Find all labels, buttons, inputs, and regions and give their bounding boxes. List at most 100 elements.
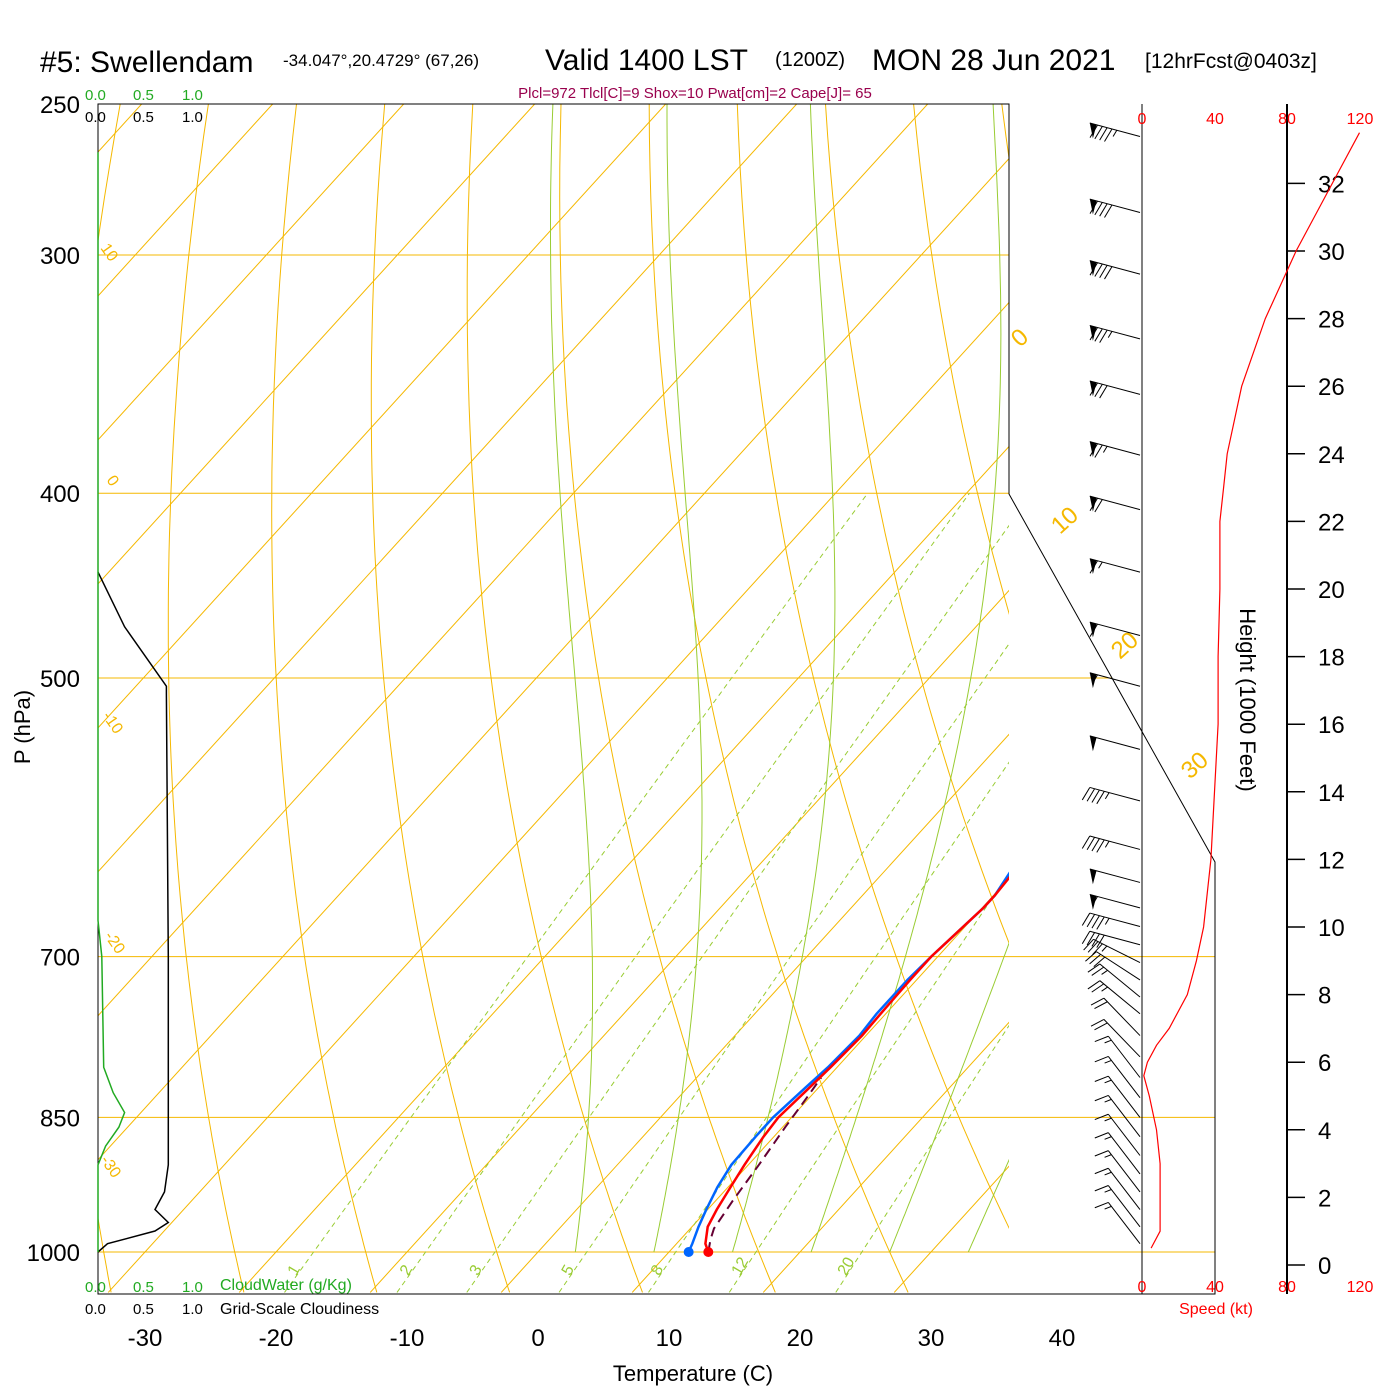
wind-barb (1090, 997, 1141, 1036)
wind-barb (1089, 441, 1141, 458)
temperature-tick-0: 0 (531, 1325, 544, 1352)
mixing-ratio-label-20: 20 (835, 1254, 859, 1278)
pressure-tick-850: 850 (40, 1105, 80, 1132)
wind-barb (1090, 1018, 1141, 1058)
isotherm--70 (98, 104, 667, 729)
wind-barb (1094, 1055, 1141, 1099)
dry-adiabat-280 (466, 104, 643, 1293)
cloud-panel: 0.0 0.5 1.0 0.0 0.5 1.0 0.0 0.5 1.0 Clou… (85, 87, 379, 1318)
pressure-tick-300: 300 (40, 243, 80, 270)
dry-adiabat-250 (167, 104, 245, 1293)
speed-top-tick-0: 0 (1138, 111, 1147, 128)
pressure-tick-1000: 1000 (27, 1240, 80, 1267)
temperature-tick-20: 20 (787, 1325, 814, 1352)
temperature-tick--20: -20 (259, 1325, 294, 1352)
isotherm-20 (762, 1021, 1009, 1293)
isotherm--20 (238, 445, 1009, 1293)
valid-time: Valid 1400 LST (545, 44, 748, 77)
wind-barb (1089, 868, 1141, 885)
valid-date: MON 28 Jun 2021 (872, 44, 1115, 77)
isotherm--90 (98, 104, 405, 441)
cloudwater-profile-line (97, 152, 126, 1252)
wind-barb (1094, 1150, 1141, 1193)
x-axis-title: Temperature (C) (613, 1361, 773, 1386)
temperature-tick-40: 40 (1049, 1325, 1076, 1352)
pressure-tick-250: 250 (40, 92, 80, 119)
wind-barb (1087, 963, 1141, 998)
height-tick-label-4: 4 (1318, 1118, 1331, 1145)
forecast-info: [12hrFcst@0403z] (1145, 50, 1317, 73)
cloud-bottom-black-2: 1.0 (182, 1301, 203, 1318)
mixing-ratio-label-5: 5 (559, 1262, 578, 1278)
wind-barb (1089, 122, 1141, 142)
isotherm--50 (98, 104, 929, 1017)
isotherm-50 (1156, 104, 1400, 1292)
height-tick-label-20: 20 (1318, 577, 1345, 604)
moist-adiabat-288 (732, 104, 836, 1253)
moist-adiabat-324 (1204, 104, 1400, 1252)
y-axis-title: P (hPa) (10, 690, 35, 764)
height-tick-label-0: 0 (1318, 1253, 1331, 1280)
isotherm-10 (631, 877, 1009, 1293)
dry-adiabat-330 (913, 104, 1009, 616)
mixing-ratio-lines (284, 492, 1009, 1293)
dry-adiabat-label-2: -10 (99, 709, 126, 738)
dry-adiabat-360 (1178, 104, 1400, 1292)
dry-adiabat-340 (1001, 104, 1009, 162)
station-coords: -34.047°,20.4729° (67,26) (283, 51, 479, 70)
wind-barb (1083, 938, 1141, 963)
height-tick-label-22: 22 (1318, 509, 1345, 536)
speed-bottom-tick-40: 40 (1206, 1279, 1224, 1296)
wind-barb (1081, 786, 1141, 805)
temperature-profile-line (704, 875, 1009, 1253)
parcel-profile-line (707, 1076, 823, 1253)
moist-adiabat-330 (1283, 104, 1400, 1252)
moist-adiabat-276 (550, 104, 593, 1253)
surface-temperature-point (703, 1247, 714, 1257)
dry-adiabat-260 (271, 104, 378, 1293)
cloud-top-green-0: 0.0 (85, 87, 106, 104)
wind-barb (1089, 558, 1141, 574)
height-tick-label-14: 14 (1318, 780, 1345, 807)
isotherm-30 (893, 1165, 1009, 1293)
temperature-tick-30: 30 (918, 1325, 945, 1352)
wind-barb (1094, 1185, 1141, 1228)
mixing-ratio-label-2: 2 (397, 1262, 416, 1278)
height-tick-label-10: 10 (1318, 915, 1345, 942)
thermo-background (98, 104, 1400, 1293)
dry-adiabat-label-3: -20 (101, 929, 128, 958)
cloud-bottom-green-0: 0.0 (85, 1279, 106, 1296)
moist-adiabat-318 (1126, 104, 1400, 1252)
speed-bottom-tick-120: 120 (1347, 1279, 1374, 1296)
cloud-bottom-green-1: 0.5 (133, 1279, 154, 1296)
height-tick-label-30: 30 (1318, 239, 1345, 266)
cloud-bottom-black-0: 0.0 (85, 1301, 106, 1318)
mixing-ratio-20 (835, 1024, 1009, 1293)
isotherm-40 (1025, 104, 1400, 1292)
cloud-top-black-0: 0.0 (85, 109, 106, 126)
isotherm-label-30: 30 (1176, 747, 1214, 785)
temperature-tick--10: -10 (390, 1325, 425, 1352)
wind-barb (1085, 951, 1141, 981)
wind-barb (1089, 260, 1141, 280)
height-tick-label-18: 18 (1318, 645, 1345, 672)
isotherm-lines (98, 104, 1400, 1293)
height-tick-label-6: 6 (1318, 1050, 1331, 1077)
sounding-indices: Plcl=972 Tlcl[C]=9 Shox=10 Pwat[cm]=2 Ca… (518, 85, 872, 102)
pressure-tick-700: 700 (40, 945, 80, 972)
speed-bottom-tick-80: 80 (1278, 1279, 1296, 1296)
height-tick-label-28: 28 (1318, 307, 1345, 334)
wind-barb (1081, 912, 1141, 930)
moist-adiabat-282 (653, 104, 703, 1253)
cloudwater-legend: CloudWater (g/Kg) (220, 1277, 352, 1294)
mixing-ratio-5 (558, 643, 1009, 1293)
cloud-bottom-green-2: 1.0 (182, 1279, 203, 1296)
height-tick-label-16: 16 (1318, 712, 1345, 739)
height-axis-title: Height (1000 Feet) (1235, 608, 1260, 791)
temperature-tick-10: 10 (656, 1325, 683, 1352)
cloudiness-profile-line (97, 571, 170, 1253)
dry-adiabat-290 (559, 104, 776, 1293)
isotherm-label-20: 20 (1106, 627, 1144, 665)
